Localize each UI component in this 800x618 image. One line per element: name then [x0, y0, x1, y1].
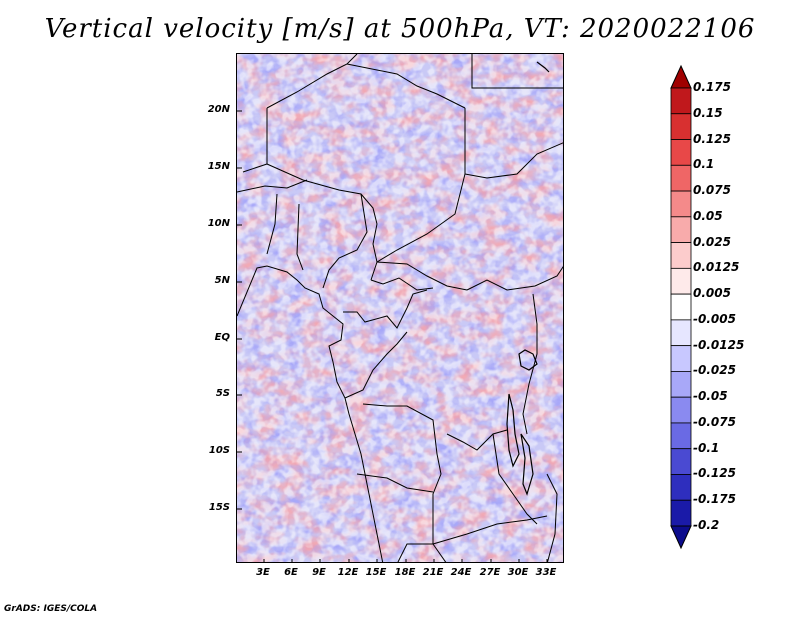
- colorbar-bottom-arrow: [670, 525, 692, 550]
- chart-title: Vertical velocity [m/s] at 500hPa, VT: 2…: [44, 14, 756, 44]
- lakes: [506, 61, 550, 496]
- colorbar-bin: [670, 113, 692, 140]
- colorbar-label: 0.15: [693, 105, 723, 120]
- lon-label: 3E: [256, 567, 270, 578]
- map-panel: [236, 53, 564, 563]
- lat-label: 15S: [208, 502, 230, 513]
- colorbar-label: -0.05: [693, 389, 728, 404]
- colorbar-bin: [670, 448, 692, 475]
- colorbar-bin: [670, 499, 692, 527]
- colorbar-label: 0.05: [693, 208, 723, 223]
- colorbar-bin: [670, 371, 692, 398]
- coastlines-borders: [237, 54, 563, 562]
- colorbar-label: 0.175: [693, 80, 731, 94]
- colorbar-label: -0.075: [693, 414, 736, 429]
- colorbar-label: -0.175: [693, 492, 736, 507]
- lon-label: 24E: [450, 567, 472, 578]
- colorbar-label: -0.005: [693, 311, 736, 326]
- colorbar-bin: [670, 87, 692, 115]
- lon-label: 30E: [507, 567, 529, 578]
- lon-label: 9E: [312, 567, 326, 578]
- colorbar-bin: [670, 422, 692, 450]
- lat-label: 20N: [207, 104, 230, 115]
- lat-label: 10N: [207, 218, 230, 229]
- colorbar-bin: [670, 396, 692, 424]
- lat-label: 5S: [215, 388, 230, 399]
- axis-ticks: [237, 110, 548, 562]
- lon-label: 6E: [284, 567, 298, 578]
- colorbar-label: 0.075: [693, 183, 731, 198]
- lat-label: 5N: [214, 275, 230, 286]
- lon-label: 33E: [535, 567, 557, 578]
- colorbar-bin: [670, 242, 692, 269]
- lon-label: 27E: [479, 567, 501, 578]
- lon-label: 21E: [422, 567, 444, 578]
- lon-label: 12E: [337, 567, 359, 578]
- colorbar-bin: [670, 267, 692, 295]
- colorbar-label: -0.0125: [693, 337, 745, 352]
- colorbar-label: 0.1: [693, 157, 715, 172]
- colorbar-label: -0.125: [693, 466, 736, 481]
- colorbar: [670, 64, 692, 550]
- colorbar-bin: [670, 293, 692, 321]
- colorbar-bin: [670, 190, 692, 218]
- colorbar-bin: [670, 474, 692, 501]
- colorbar-label: 0.005: [693, 286, 731, 301]
- map-canvas: [237, 54, 563, 562]
- colorbar-label: -0.1: [693, 440, 720, 455]
- lat-label: EQ: [214, 332, 230, 343]
- colorbar-label: 0.125: [693, 131, 731, 146]
- credit-text: GrADS: IGES/COLA: [4, 604, 98, 614]
- lon-label: 18E: [394, 567, 416, 578]
- colorbar-label: 0.025: [693, 234, 731, 249]
- colorbar-bin: [670, 345, 692, 372]
- colorbar-label: -0.2: [693, 518, 720, 532]
- lat-label: 15N: [207, 161, 230, 172]
- colorbar-bin: [670, 216, 692, 243]
- colorbar-top-arrow: [670, 64, 692, 89]
- colorbar-label: 0.0125: [693, 260, 740, 275]
- colorbar-bin: [670, 164, 692, 192]
- colorbar-bin: [670, 139, 692, 166]
- colorbar-bin: [670, 319, 692, 347]
- lon-label: 15E: [365, 567, 387, 578]
- field-white-specks: [237, 54, 563, 562]
- colorbar-label: -0.025: [693, 363, 736, 378]
- lat-label: 10S: [208, 445, 230, 456]
